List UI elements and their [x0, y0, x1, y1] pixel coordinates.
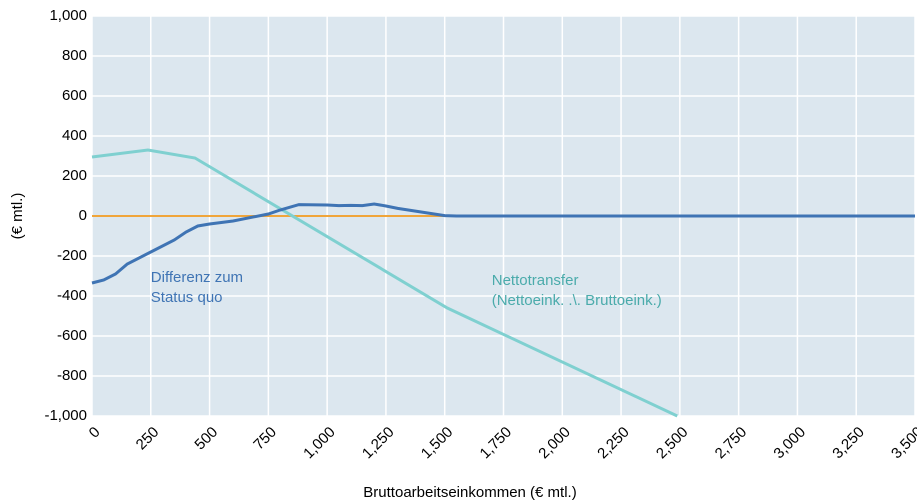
x-tick-label: 2,500 [653, 424, 692, 463]
x-tick-label: 500 [191, 424, 221, 454]
y-tick-label: -400 [57, 287, 87, 304]
y-tick-label: -200 [57, 247, 87, 264]
x-tick-label: 3,500 [888, 424, 917, 463]
y-tick-label: 600 [62, 87, 87, 104]
annotation: Nettotransfer [492, 272, 579, 289]
y-tick-label: -1,000 [44, 407, 87, 424]
y-tick-label: 800 [62, 47, 87, 64]
y-tick-label: 1,000 [49, 7, 87, 24]
x-tick-label: 3,250 [829, 424, 868, 463]
x-tick-label: 1,750 [477, 424, 516, 463]
y-tick-label: 200 [62, 167, 87, 184]
x-tick-label: 250 [133, 424, 163, 454]
y-tick-label: -800 [57, 367, 87, 384]
x-tick-label: 2,250 [594, 424, 633, 463]
line-series [91, 202, 915, 285]
x-tick-label: 2,750 [712, 424, 751, 463]
y-tick-label: 400 [62, 127, 87, 144]
x-tick-label: 1,250 [359, 424, 398, 463]
annotation: Status quo [151, 289, 223, 306]
line-series [91, 148, 678, 418]
y-axis-label: (€ mtl.) [9, 193, 26, 240]
annotation: Differenz zum [151, 269, 243, 286]
x-tick-label: 1,000 [300, 424, 339, 463]
annotation: (Nettoeink. .\. Bruttoeink.) [492, 292, 662, 309]
x-tick-label: 1,500 [418, 424, 457, 463]
x-tick-label: 3,000 [770, 424, 809, 463]
y-tick-label: 0 [79, 207, 87, 224]
x-tick-label: 0 [86, 424, 104, 442]
x-axis-label: Bruttoarbeitseinkommen (€ mtl.) [363, 484, 576, 501]
x-tick-label: 750 [250, 424, 280, 454]
x-tick-label: 2,000 [535, 424, 574, 463]
y-tick-label: -600 [57, 327, 87, 344]
